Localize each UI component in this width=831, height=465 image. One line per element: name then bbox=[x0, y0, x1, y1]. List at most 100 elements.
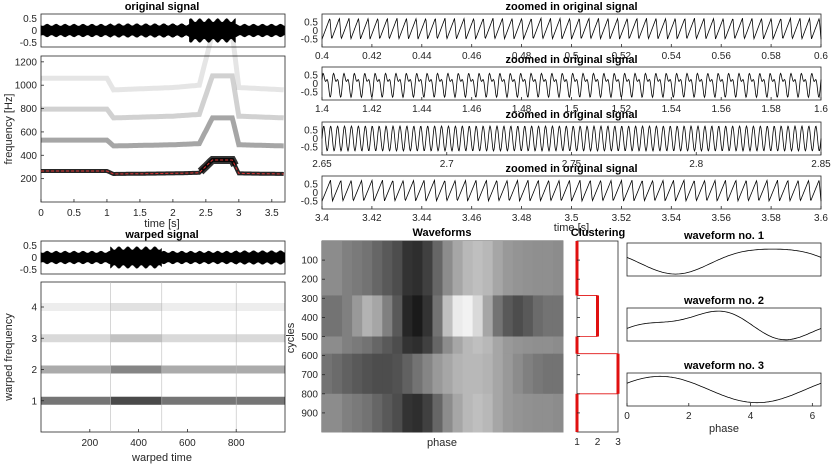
waveform-cell bbox=[342, 393, 353, 433]
zoom-xtick: 0.4 bbox=[315, 51, 329, 62]
waveform-cell bbox=[362, 241, 373, 296]
zoom-xtick: 0.56 bbox=[711, 51, 731, 62]
clustering-xtick: 1 bbox=[574, 437, 580, 448]
zoom-xtick: 1.52 bbox=[612, 104, 632, 115]
waveform-cell bbox=[402, 295, 413, 337]
waveform-cell bbox=[472, 241, 484, 296]
warped-harmonic-band bbox=[41, 396, 285, 405]
zoom-xtick: 1.56 bbox=[711, 104, 731, 115]
zoom-title: zoomed in original signal bbox=[505, 109, 637, 121]
waveform-cell bbox=[342, 295, 353, 337]
waveform-cell bbox=[402, 393, 413, 433]
zoom-xtick: 1.46 bbox=[462, 104, 482, 115]
harmonic-band bbox=[41, 31, 284, 93]
harmonic-band bbox=[41, 115, 284, 149]
waveform-cell bbox=[492, 241, 504, 296]
f0-track-line bbox=[41, 159, 284, 175]
waveform-cell bbox=[442, 241, 454, 296]
waveform-cell bbox=[372, 353, 383, 395]
waveform-cell bbox=[452, 295, 464, 337]
waveform-cell bbox=[392, 241, 403, 296]
spectrogram-xtick: 0.5 bbox=[67, 208, 81, 219]
waveform-cell bbox=[352, 241, 363, 296]
waveform-cell bbox=[352, 295, 363, 337]
warped-harmonic-emph bbox=[110, 303, 162, 311]
waveform-cell bbox=[322, 295, 333, 337]
zoom-title: zoomed in original signal bbox=[505, 54, 637, 66]
waveform-cell bbox=[472, 353, 484, 395]
waveform-template-line bbox=[626, 375, 822, 404]
waveform-cell bbox=[482, 393, 494, 433]
waveform-cell bbox=[472, 393, 484, 433]
waveform-cell bbox=[512, 336, 524, 355]
zoom-xtick: 1.58 bbox=[761, 104, 781, 115]
waveform-cell bbox=[322, 336, 333, 355]
waveform-cell bbox=[352, 393, 363, 433]
waveform-cell bbox=[542, 353, 554, 395]
zoom-xtick: 1.42 bbox=[362, 104, 382, 115]
waveform-cell bbox=[452, 241, 464, 296]
zoom-xtick: 3.5 bbox=[565, 213, 579, 224]
waveform-template-xtick: 4 bbox=[748, 411, 754, 422]
waveform-cell bbox=[332, 336, 343, 355]
waveform-cell bbox=[392, 393, 403, 433]
waveform-cell bbox=[442, 336, 454, 355]
zoom-waveform bbox=[321, 72, 822, 99]
clustering-ticks: 1 2 3 bbox=[574, 259, 621, 448]
waveform-cell bbox=[482, 295, 494, 337]
waveform-cell bbox=[472, 295, 484, 337]
zoom-xtick: 1.48 bbox=[512, 104, 532, 115]
waveform-cell bbox=[342, 336, 353, 355]
waveform-cell bbox=[372, 393, 383, 433]
zoom-xtick: 0.48 bbox=[512, 51, 532, 62]
zoom-xtick: 3.56 bbox=[711, 213, 731, 224]
clustering-xtick: 3 bbox=[615, 437, 621, 448]
waveform-cell bbox=[522, 353, 534, 395]
waveform-cell bbox=[462, 393, 474, 433]
waveform-cell bbox=[352, 336, 363, 355]
spectrogram-xtick: 3 bbox=[236, 208, 242, 219]
waveform-cell bbox=[492, 336, 504, 355]
waveform-cell bbox=[512, 295, 524, 337]
zoom-xtick: 0.42 bbox=[362, 51, 382, 62]
zoom-xtick: 0.5 bbox=[565, 51, 579, 62]
zoom-xtick: 0.58 bbox=[761, 51, 781, 62]
clustering-xtick: 2 bbox=[595, 437, 601, 448]
spectrogram-xtick: 1 bbox=[104, 208, 110, 219]
zoom-xtick: 3.6 bbox=[814, 213, 828, 224]
zoom-ytick: 0 bbox=[312, 79, 318, 90]
waveform-cell bbox=[392, 336, 403, 355]
waveform-cell bbox=[412, 295, 423, 337]
waveform-cell bbox=[362, 353, 373, 395]
waveform-cell bbox=[332, 353, 343, 395]
waveform-cell bbox=[452, 393, 464, 433]
waveform-cell bbox=[542, 295, 554, 337]
waveform-cell bbox=[382, 295, 393, 337]
zoom-ytick: 0.5 bbox=[304, 71, 318, 82]
waveform-cell bbox=[542, 336, 554, 355]
zoom-ytick: 0.5 bbox=[304, 180, 318, 191]
zoom-xtick: 2.75 bbox=[562, 159, 582, 170]
waveform-template-axes bbox=[626, 307, 822, 342]
warped-harmonic-band bbox=[41, 365, 285, 374]
waveform-cell bbox=[362, 393, 373, 433]
waveforms-ytick: 900 bbox=[301, 408, 318, 419]
waveform-cell bbox=[382, 353, 393, 395]
original-signal-ytick: 0.5 bbox=[23, 14, 37, 25]
waveforms-xlabel: phase bbox=[427, 437, 457, 449]
zoom-xtick: 0.44 bbox=[412, 51, 432, 62]
zoom-xlabel: time [s] bbox=[554, 222, 589, 234]
waveform-cell bbox=[502, 353, 514, 395]
warped-harmonic-band bbox=[41, 334, 285, 343]
waveform-templates: waveform no. 1 waveform no. 2 waveform no.… bbox=[624, 230, 822, 435]
waveforms-ytick: 600 bbox=[301, 351, 318, 362]
waveform-cell bbox=[512, 353, 524, 395]
warped-spectrogram-ytick: 4 bbox=[31, 303, 37, 314]
zoom-xtick: 3.42 bbox=[362, 213, 382, 224]
zoom-ytick: 0.5 bbox=[304, 18, 318, 29]
zoom-xtick: 1.54 bbox=[662, 104, 682, 115]
warped-harmonic-emph bbox=[110, 334, 162, 343]
spectrogram-ytick: 600 bbox=[20, 127, 37, 138]
warped-spectrogram-xtick: 400 bbox=[130, 438, 147, 449]
zoom-ytick: -0.5 bbox=[301, 88, 319, 99]
